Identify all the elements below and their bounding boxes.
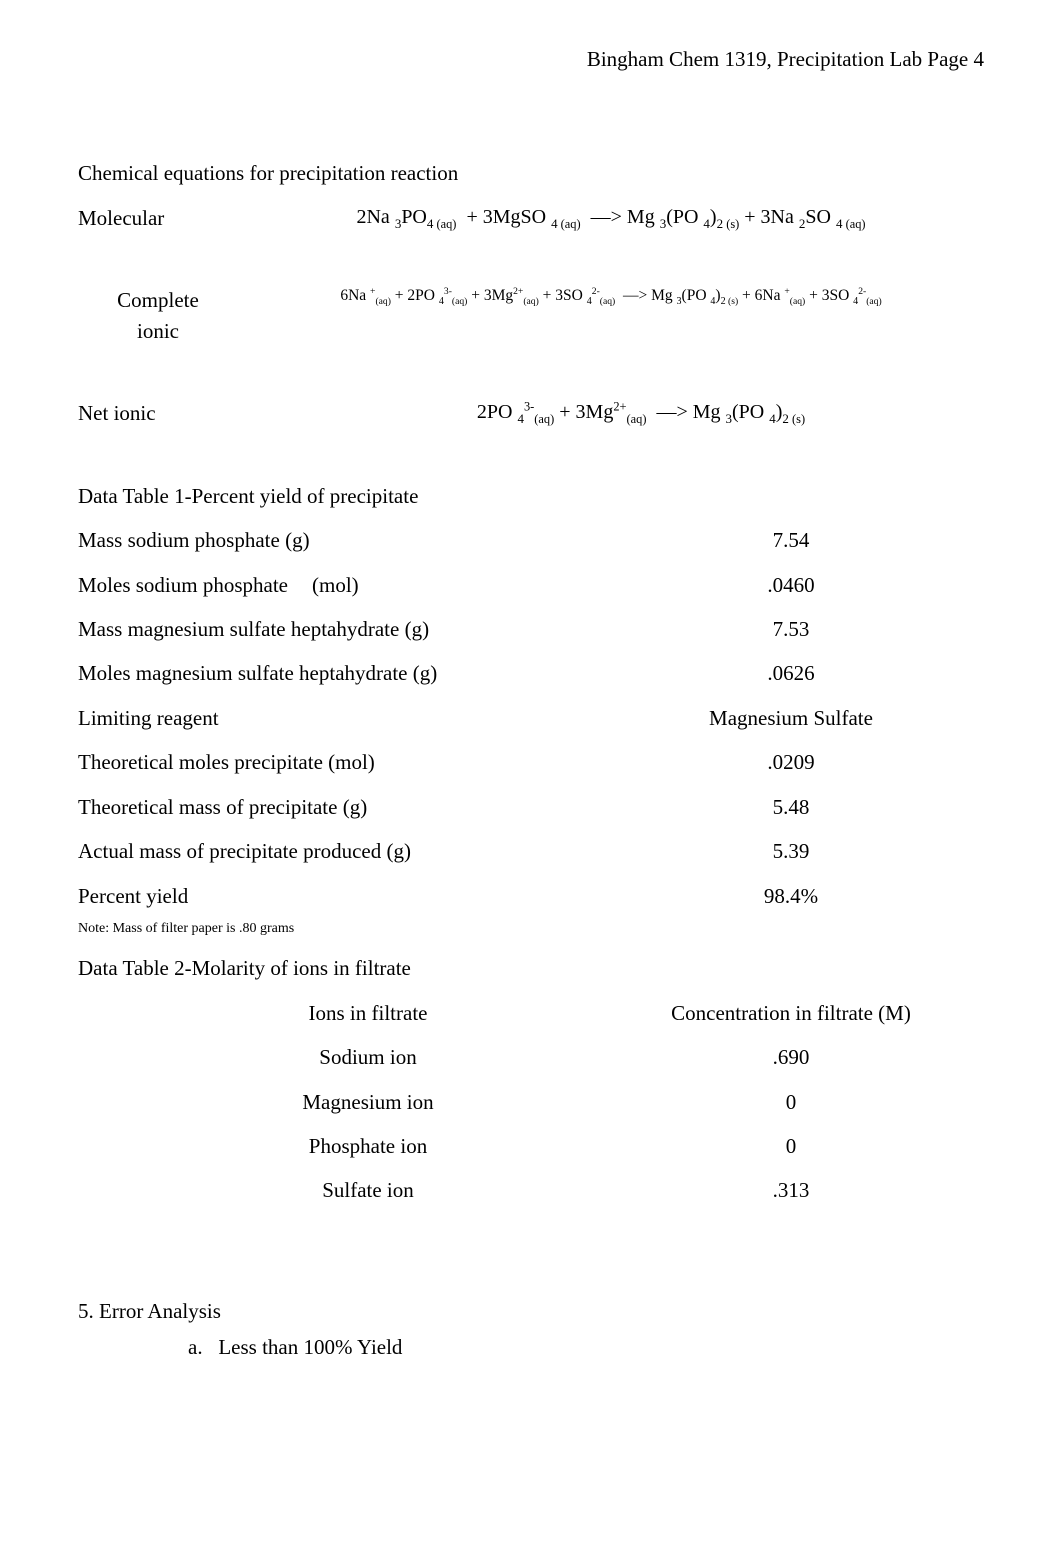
error-analysis-item: a. Less than 100% Yield: [78, 1332, 984, 1362]
table1-value: .0626: [598, 658, 984, 688]
table1-title: Data Table 1-Percent yield of precipitat…: [78, 481, 984, 511]
table2-row: Magnesium ion 0: [78, 1087, 984, 1117]
table1-value: Magnesium Sulfate: [598, 703, 984, 733]
table1-label: Mass sodium phosphate (g): [78, 525, 598, 555]
table2-conc: .313: [598, 1175, 984, 1205]
complete-label-line2: ionic: [137, 319, 179, 343]
table1-row: Percent yield 98.4%: [78, 881, 984, 911]
table2-ion: Magnesium ion: [78, 1087, 598, 1117]
table1-note: Note: Mass of filter paper is .80 grams: [78, 919, 984, 939]
table1-value: .0460: [598, 570, 984, 600]
table1-label: Mass magnesium sulfate heptahydrate (g): [78, 614, 598, 644]
table2-ion: Sulfate ion: [78, 1175, 598, 1205]
molecular-label: Molecular: [78, 203, 238, 233]
table1-row: Actual mass of precipitate produced (g) …: [78, 836, 984, 866]
table1-label: Limiting reagent: [78, 703, 598, 733]
table2-header-row: Ions in filtrate Concentration in filtra…: [78, 998, 984, 1028]
page-container: Bingham Chem 1319, Precipitation Lab Pag…: [0, 0, 1062, 1561]
table1-label: Moles sodium phosphate (mol): [78, 570, 598, 600]
complete-label-line1: Complete: [117, 288, 199, 312]
table1-label: Actual mass of precipitate produced (g): [78, 836, 598, 866]
complete-ionic-equation: 6Na +(aq) + 2PO 43-(aq) + 3Mg2+(aq) + 3S…: [238, 285, 984, 307]
equations-section-title: Chemical equations for precipitation rea…: [78, 158, 984, 188]
complete-ionic-label: Complete ionic: [78, 285, 238, 346]
table2-conc: 0: [598, 1087, 984, 1117]
table2-row: Sodium ion .690: [78, 1042, 984, 1072]
table2-row: Phosphate ion 0: [78, 1131, 984, 1161]
table1-row: Mass magnesium sulfate heptahydrate (g) …: [78, 614, 984, 644]
table1-label: Percent yield: [78, 881, 598, 911]
table1-value: 7.54: [598, 525, 984, 555]
table1-row: Theoretical mass of precipitate (g) 5.48: [78, 792, 984, 822]
table2-row: Sulfate ion .313: [78, 1175, 984, 1205]
table2-header-right: Concentration in filtrate (M): [598, 998, 984, 1028]
table1-value: 5.39: [598, 836, 984, 866]
table1-label: Theoretical mass of precipitate (g): [78, 792, 598, 822]
molecular-equation: 2Na 3PO4 (aq) + 3MgSO 4 (aq) —> Mg 3(PO …: [238, 203, 984, 232]
page-header: Bingham Chem 1319, Precipitation Lab Pag…: [78, 44, 984, 74]
table1-value: 7.53: [598, 614, 984, 644]
table2-conc: .690: [598, 1042, 984, 1072]
table2-ion: Phosphate ion: [78, 1131, 598, 1161]
moles-label-b: (mol): [312, 573, 359, 597]
table1-row: Moles sodium phosphate (mol) .0460: [78, 570, 984, 600]
table1-value: 5.48: [598, 792, 984, 822]
net-ionic-row: Net ionic 2PO 43-(aq) + 3Mg2+(aq) —> Mg …: [78, 398, 984, 428]
table1-row: Limiting reagent Magnesium Sulfate: [78, 703, 984, 733]
table1-label: Theoretical moles precipitate (mol): [78, 747, 598, 777]
table1-value: 98.4%: [598, 881, 984, 911]
table1-row: Mass sodium phosphate (g) 7.54: [78, 525, 984, 555]
table2-conc: 0: [598, 1131, 984, 1161]
error-analysis-title: 5. Error Analysis: [78, 1296, 984, 1326]
error-item-text: Less than 100% Yield: [218, 1335, 402, 1359]
table1-row: Moles magnesium sulfate heptahydrate (g)…: [78, 658, 984, 688]
net-ionic-equation: 2PO 43-(aq) + 3Mg2+(aq) —> Mg 3(PO 4)2 (…: [238, 398, 984, 427]
molecular-equation-row: Molecular 2Na 3PO4 (aq) + 3MgSO 4 (aq) —…: [78, 203, 984, 233]
table1-value: .0209: [598, 747, 984, 777]
table2-header-left: Ions in filtrate: [78, 998, 598, 1028]
table2-ion: Sodium ion: [78, 1042, 598, 1072]
moles-label-a: Moles sodium phosphate: [78, 573, 288, 597]
complete-ionic-row: Complete ionic 6Na +(aq) + 2PO 43-(aq) +…: [78, 285, 984, 346]
table1-label: Moles magnesium sulfate heptahydrate (g): [78, 658, 598, 688]
error-item-prefix: a.: [188, 1335, 203, 1359]
net-ionic-label: Net ionic: [78, 398, 238, 428]
table2-title: Data Table 2-Molarity of ions in filtrat…: [78, 953, 984, 983]
table1-row: Theoretical moles precipitate (mol) .020…: [78, 747, 984, 777]
